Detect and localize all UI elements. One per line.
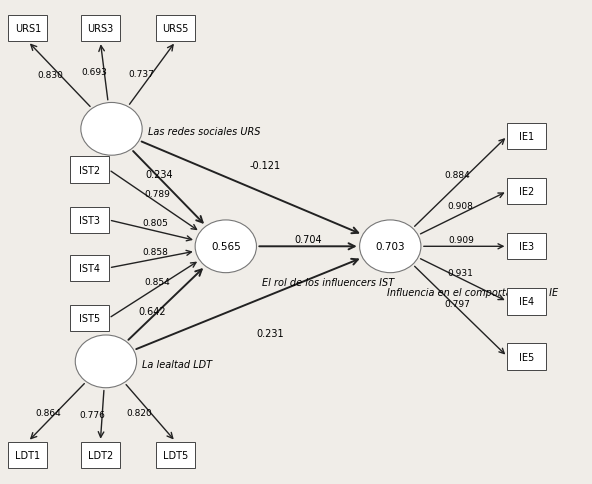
Text: URS1: URS1 [15,24,41,34]
Text: IE1: IE1 [519,132,535,142]
Text: -0.121: -0.121 [249,161,281,170]
Text: 0.797: 0.797 [444,299,470,308]
Text: 0.864: 0.864 [35,408,61,417]
Text: 0.737: 0.737 [128,70,154,79]
FancyBboxPatch shape [507,288,546,315]
FancyBboxPatch shape [70,157,109,183]
Circle shape [81,103,142,156]
Text: LDT2: LDT2 [88,450,113,460]
Text: 0.830: 0.830 [38,71,64,80]
Text: 0.703: 0.703 [375,242,405,252]
Text: 0.234: 0.234 [145,170,173,180]
Circle shape [359,221,421,273]
Text: URS3: URS3 [87,24,114,34]
Text: 0.565: 0.565 [211,242,241,252]
Text: 0.805: 0.805 [142,219,168,227]
Text: 0.820: 0.820 [126,408,152,417]
Text: 0.884: 0.884 [445,171,470,180]
FancyBboxPatch shape [8,16,47,42]
Text: 0.789: 0.789 [144,189,170,198]
Text: IE4: IE4 [519,297,535,307]
Text: 0.909: 0.909 [448,235,474,244]
Text: 0.693: 0.693 [82,68,107,77]
Text: 0.858: 0.858 [142,248,168,257]
Text: IST5: IST5 [79,314,100,323]
Text: 0.908: 0.908 [447,202,473,211]
Text: 0.642: 0.642 [139,306,166,317]
FancyBboxPatch shape [70,305,109,332]
Circle shape [195,221,256,273]
FancyBboxPatch shape [507,344,546,370]
FancyBboxPatch shape [156,442,195,468]
Text: El rol de los influencers IST: El rol de los influencers IST [262,278,394,288]
FancyBboxPatch shape [8,442,47,468]
Text: IE5: IE5 [519,352,535,362]
FancyBboxPatch shape [507,179,546,205]
FancyBboxPatch shape [507,234,546,260]
Text: URS5: URS5 [162,24,189,34]
Text: Influencia en el comportamiento IE: Influencia en el comportamiento IE [388,287,559,298]
Text: IST4: IST4 [79,263,99,273]
Text: LDT5: LDT5 [163,450,188,460]
Text: Las redes sociales URS: Las redes sociales URS [148,127,260,137]
FancyBboxPatch shape [156,16,195,42]
FancyBboxPatch shape [81,442,120,468]
Text: 0.931: 0.931 [447,268,473,277]
Text: 0.231: 0.231 [256,328,284,338]
Circle shape [75,335,137,388]
Text: 0.854: 0.854 [144,277,170,287]
FancyBboxPatch shape [81,16,120,42]
Text: IE2: IE2 [519,187,535,197]
Text: IST3: IST3 [79,215,99,226]
FancyBboxPatch shape [507,123,546,150]
FancyBboxPatch shape [70,255,109,282]
Text: IE3: IE3 [519,242,535,252]
Text: 0.704: 0.704 [294,235,322,244]
Text: 0.776: 0.776 [79,410,105,419]
Text: La lealtad LDT: La lealtad LDT [142,359,213,369]
FancyBboxPatch shape [70,207,109,234]
Text: LDT1: LDT1 [15,450,40,460]
Text: IST2: IST2 [79,165,100,175]
